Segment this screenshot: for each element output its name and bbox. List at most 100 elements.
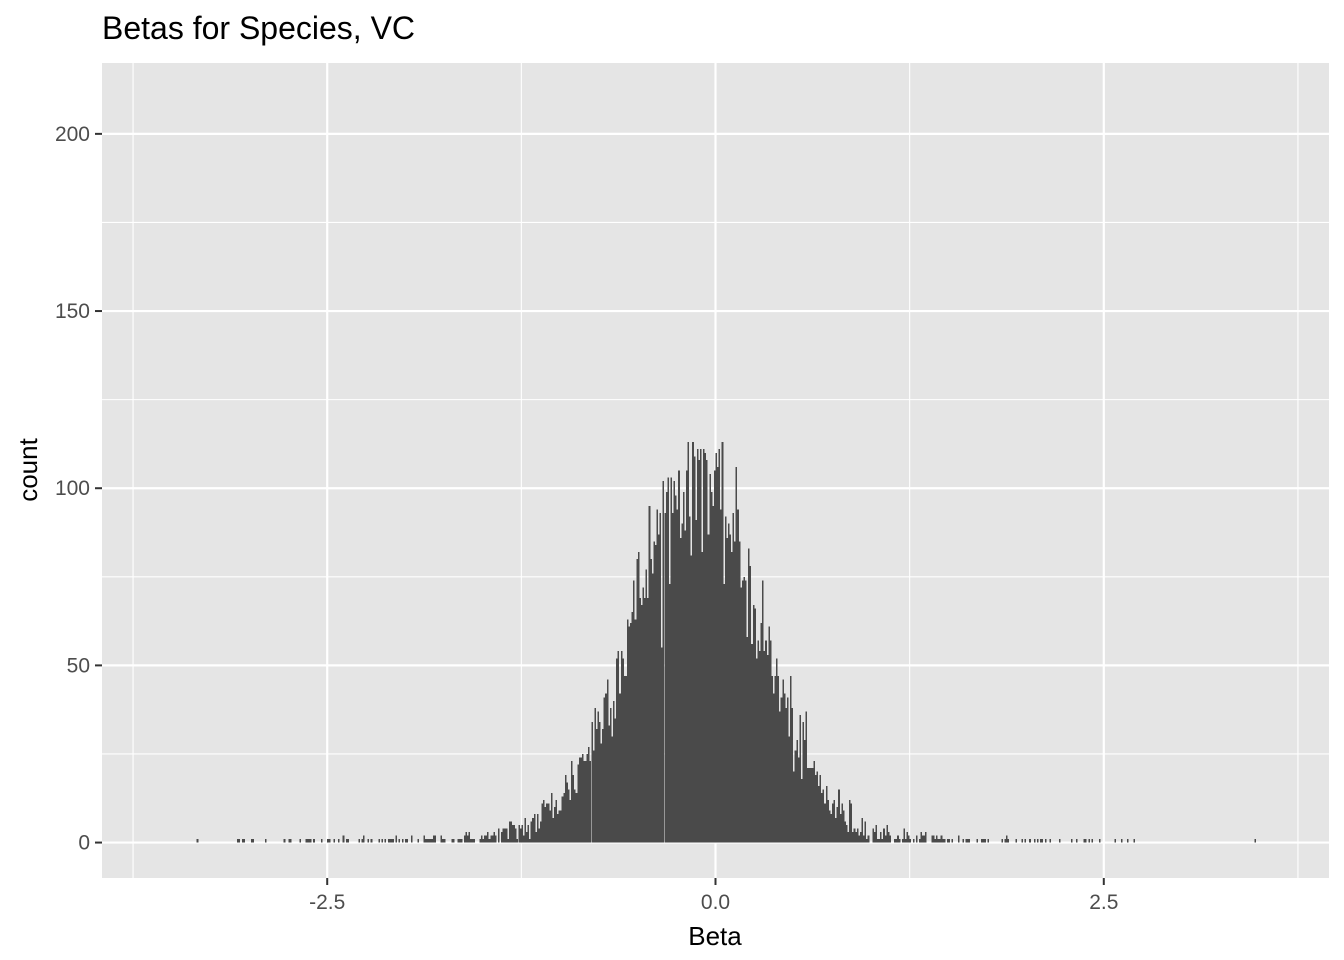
histogram-bar <box>849 800 851 843</box>
histogram-bar <box>543 800 545 843</box>
histogram-bar <box>378 839 381 843</box>
histogram-bar <box>790 676 792 843</box>
histogram-bar <box>522 835 525 843</box>
histogram-bar <box>465 831 467 843</box>
histogram-bar <box>665 491 668 843</box>
histogram-bar <box>861 817 864 843</box>
histogram-bar <box>735 466 738 843</box>
histogram-bar <box>760 622 763 843</box>
histogram-bar <box>819 775 822 843</box>
histogram-bar <box>886 824 888 843</box>
histogram-bar <box>333 839 335 843</box>
histogram-bar <box>794 750 797 843</box>
histogram-bar <box>555 800 558 843</box>
histogram-bar <box>370 839 373 843</box>
histogram-bar <box>804 739 806 843</box>
histogram-bar <box>873 831 876 843</box>
histogram-bar <box>811 768 814 843</box>
histogram-bar <box>734 541 736 843</box>
histogram-bar <box>390 839 393 843</box>
histogram-bar <box>404 839 407 843</box>
histogram-bar <box>707 534 710 843</box>
histogram-bar <box>779 711 781 843</box>
histogram-bar <box>749 566 752 843</box>
histogram-bar <box>800 778 803 843</box>
histogram-bar <box>392 839 394 843</box>
histogram-bar <box>724 516 727 843</box>
histogram-bar <box>957 835 960 843</box>
histogram-bar <box>563 792 565 843</box>
histogram-bar <box>943 839 946 843</box>
histogram-bar <box>491 835 494 843</box>
histogram-bar <box>755 658 758 843</box>
histogram-bar <box>611 736 613 843</box>
histogram-bar <box>507 839 509 843</box>
histogram-bar <box>384 839 387 843</box>
histogram-bar <box>431 839 433 843</box>
histogram-bar <box>942 839 944 843</box>
histogram-bar <box>847 831 850 843</box>
histogram-bar <box>658 534 660 843</box>
histogram-bar <box>785 707 787 843</box>
histogram-bar <box>925 831 927 843</box>
histogram-bar <box>844 821 846 843</box>
histogram-bar <box>1254 839 1256 843</box>
histogram-bar <box>939 839 941 843</box>
histogram-bar <box>599 722 601 843</box>
histogram-bar <box>591 722 593 843</box>
histogram-bar <box>827 800 829 843</box>
histogram-bar <box>904 839 907 843</box>
histogram-bar <box>585 761 587 843</box>
histogram-bar <box>748 548 750 843</box>
histogram-bar <box>678 470 680 843</box>
histogram-bar <box>347 839 349 843</box>
histogram-bar <box>251 839 253 843</box>
histogram-bar <box>1120 839 1123 843</box>
histogram-bar <box>1114 839 1117 843</box>
histogram-bar <box>881 839 884 843</box>
histogram-bar <box>345 839 348 843</box>
histogram-bar <box>758 651 761 843</box>
histogram-bar <box>487 831 489 843</box>
histogram-bar <box>745 580 747 843</box>
histogram-bar <box>463 835 466 843</box>
x-axis-title: Beta <box>688 921 742 951</box>
histogram-bar <box>721 442 724 843</box>
histogram-bar <box>713 470 716 843</box>
histogram-bar <box>460 839 463 843</box>
histogram-bar <box>878 839 881 843</box>
histogram-bar <box>398 839 401 843</box>
histogram-bar <box>581 753 584 843</box>
histogram-bar <box>774 676 777 843</box>
histogram-bar <box>252 839 255 843</box>
histogram-bar <box>915 835 918 843</box>
histogram-bar <box>553 807 556 843</box>
histogram-bar <box>668 583 671 843</box>
histogram-bar <box>699 449 702 843</box>
histogram-bar <box>894 839 896 843</box>
histogram-bar <box>504 828 506 843</box>
histogram-bar <box>196 839 199 843</box>
histogram-bar <box>512 824 514 843</box>
histogram-bar <box>676 509 679 843</box>
y-tick-label: 150 <box>55 300 90 323</box>
histogram-bar <box>793 771 795 843</box>
histogram-bar <box>684 530 686 843</box>
histogram-bar <box>338 839 340 843</box>
histogram-bar <box>662 481 665 843</box>
histogram-bar <box>597 711 600 843</box>
histogram-bar <box>737 509 739 843</box>
histogram-bars <box>196 442 1256 843</box>
histogram-bar <box>428 839 430 843</box>
histogram-bar <box>544 807 547 843</box>
histogram-bar <box>567 789 570 843</box>
histogram-bar <box>600 743 603 843</box>
histogram-bar <box>527 824 530 843</box>
histogram-bar <box>538 828 540 843</box>
histogram-bar <box>659 513 662 843</box>
histogram-bar <box>853 828 856 843</box>
histogram-bar <box>605 693 607 843</box>
histogram-bar <box>776 658 778 843</box>
histogram-bar <box>1058 839 1061 843</box>
